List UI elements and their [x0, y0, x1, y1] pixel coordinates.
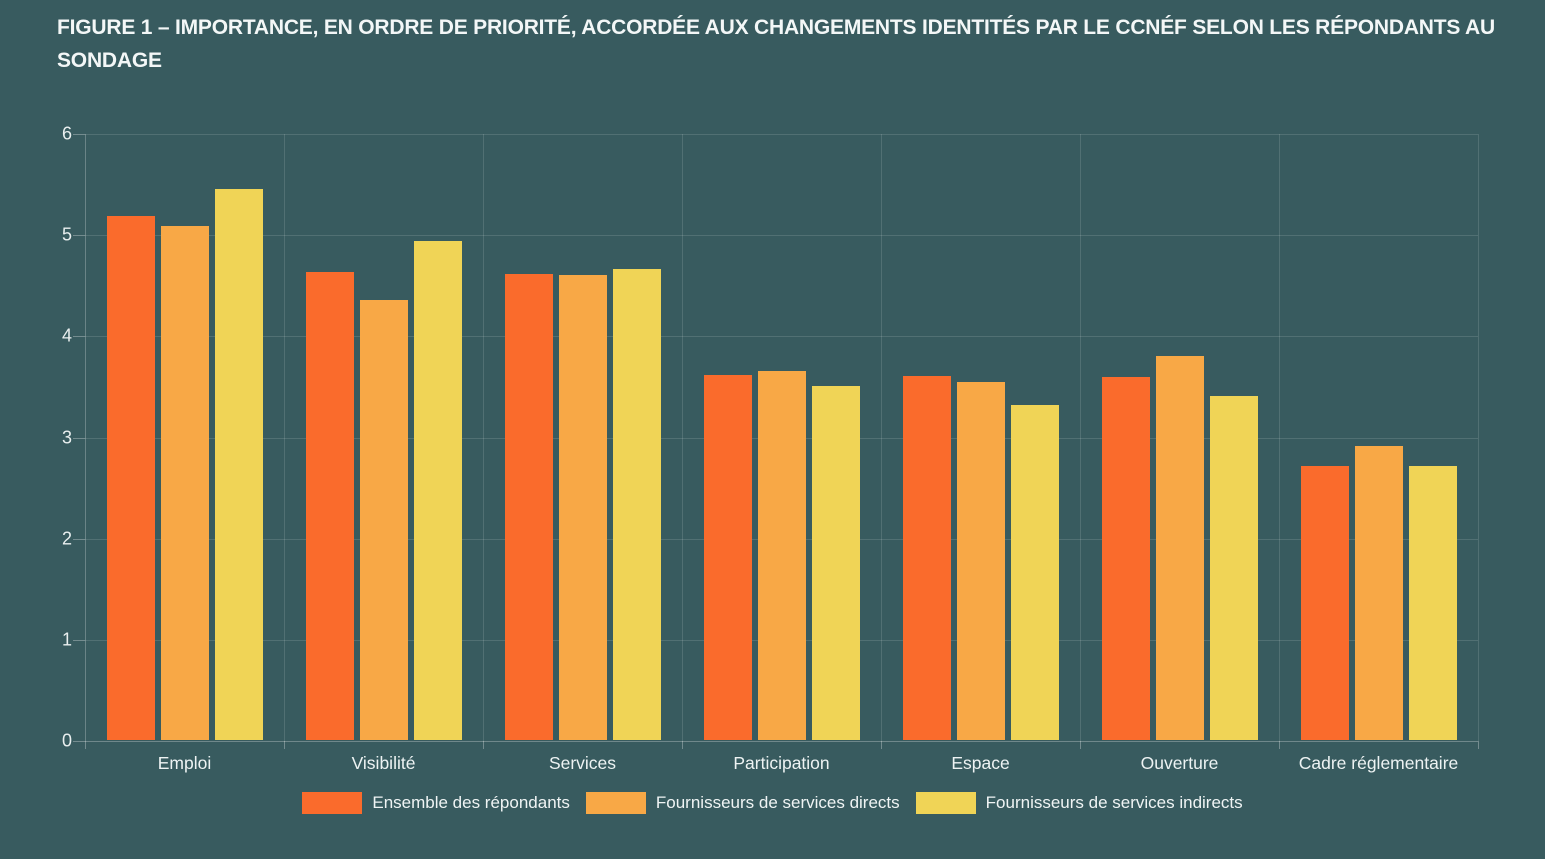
y-tick-mark — [73, 134, 85, 135]
x-category-label: Ouverture — [1140, 753, 1219, 773]
x-axis-labels: Emploi Visibilité Services Participation Esp… — [85, 753, 1478, 781]
y-gridline — [85, 134, 1478, 135]
x-gridline — [1080, 134, 1081, 741]
legend-label: Fournisseurs de services indirects — [985, 793, 1243, 812]
y-tick-label: 4 — [61, 325, 72, 346]
y-tick-mark — [73, 336, 85, 338]
y-tick-mark — [73, 639, 85, 641]
chart-legend: Ensemble des répondants Fournisseurs de s… — [0, 792, 1545, 814]
x-gridline — [881, 134, 882, 741]
x-gridline — [1279, 134, 1280, 741]
x-gridline — [1478, 134, 1479, 741]
bar — [413, 241, 462, 740]
bar — [1155, 355, 1204, 740]
x-gridline — [85, 134, 86, 741]
y-tick-mark — [73, 538, 85, 540]
bar — [1408, 465, 1457, 740]
bar — [1354, 445, 1403, 740]
bar — [757, 370, 806, 740]
x-category-label: Services — [548, 753, 617, 773]
x-category-label: Cadre réglementaire — [1298, 753, 1459, 773]
y-tick-label: 6 — [61, 123, 72, 144]
bar — [811, 385, 860, 740]
legend-swatch — [915, 792, 976, 814]
bar — [1300, 465, 1349, 740]
x-category-label: Participation — [733, 753, 830, 773]
y-gridline — [85, 741, 1478, 742]
x-tick-mark — [284, 741, 285, 749]
bar — [305, 271, 354, 740]
y-tick-mark — [73, 741, 85, 742]
x-tick-mark — [483, 741, 484, 749]
bar — [703, 374, 752, 740]
x-tick-mark — [1080, 741, 1081, 749]
y-tick-mark — [73, 437, 85, 439]
figure-title: FIGURE 1 – IMPORTANCE, EN ORDRE DE PRIOR… — [57, 16, 1495, 72]
x-category-label: Emploi — [157, 753, 212, 773]
bar — [902, 375, 951, 740]
x-category-label: Visibilité — [351, 753, 416, 773]
x-gridline — [682, 134, 683, 741]
legend-swatch — [585, 792, 646, 814]
x-tick-mark — [881, 741, 882, 749]
x-tick-mark — [682, 741, 683, 749]
bar — [1209, 396, 1258, 740]
legend-label: Fournisseurs de services directs — [655, 793, 900, 812]
bar — [956, 381, 1005, 740]
legend-item: Fournisseurs de services directs — [585, 792, 900, 814]
bar — [1101, 376, 1150, 740]
x-category-label: Espace — [951, 753, 1010, 773]
legend-swatch — [302, 792, 363, 814]
x-gridline — [284, 134, 285, 741]
bar — [160, 226, 209, 740]
y-tick-label: 0 — [61, 730, 72, 751]
bar — [612, 268, 661, 740]
y-tick-label: 1 — [61, 629, 72, 650]
bar — [359, 299, 408, 740]
x-tick-mark — [85, 741, 86, 749]
x-gridline — [483, 134, 484, 741]
y-tick-label: 5 — [61, 224, 72, 245]
bar — [558, 274, 607, 740]
bar — [1010, 405, 1059, 740]
legend-label: Ensemble des répondants — [372, 793, 570, 812]
y-gridline — [85, 336, 1478, 338]
bar — [504, 273, 553, 740]
y-tick-mark — [73, 235, 85, 237]
legend-item: Ensemble des répondants — [302, 792, 570, 814]
bar — [214, 188, 263, 740]
y-gridline — [85, 235, 1478, 237]
plot-area — [73, 134, 1479, 749]
legend-item: Fournisseurs de services indirects — [915, 792, 1243, 814]
bar — [106, 215, 155, 740]
y-tick-label: 2 — [61, 528, 72, 549]
x-tick-mark — [1279, 741, 1280, 749]
y-tick-label: 3 — [61, 427, 72, 447]
x-tick-mark — [1478, 741, 1479, 749]
